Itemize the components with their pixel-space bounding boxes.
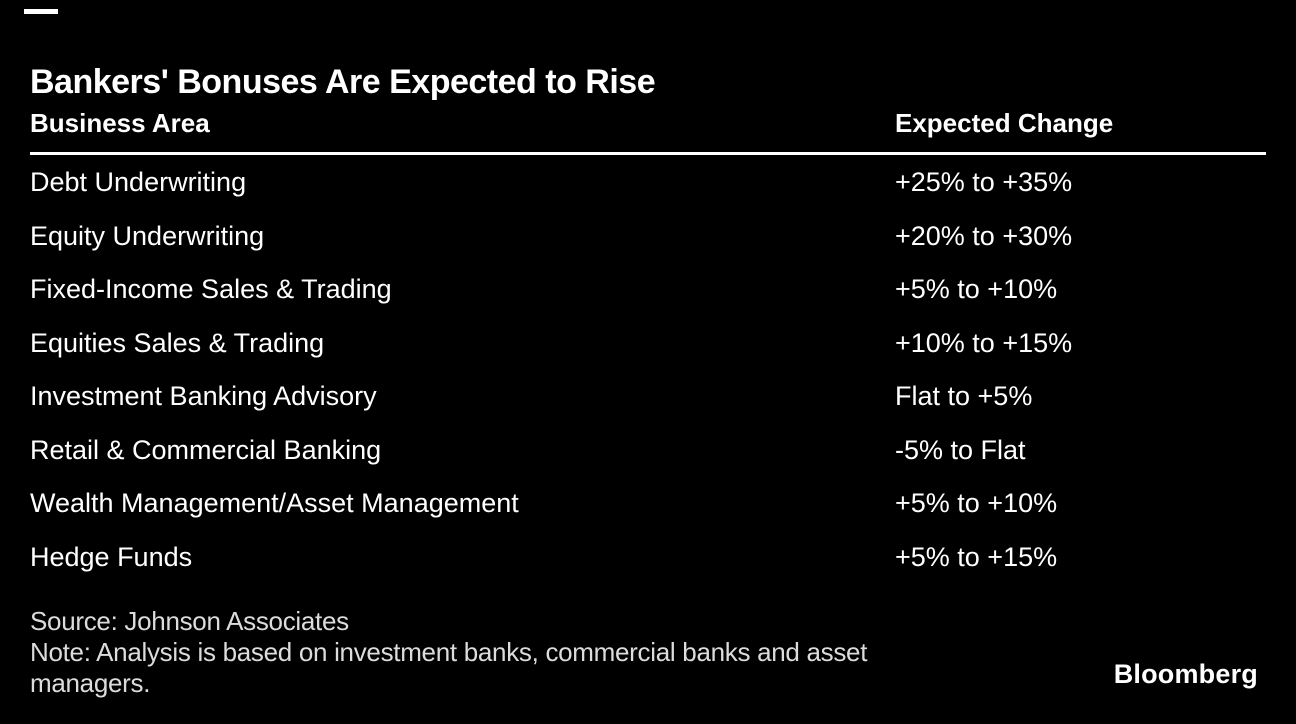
table-body: Debt Underwriting +25% to +35% Equity Un… <box>30 156 1266 584</box>
business-area-cell: Investment Banking Advisory <box>30 381 377 412</box>
expected-change-cell: +5% to +10% <box>895 274 1058 305</box>
table-row: Wealth Management/Asset Management +5% t… <box>30 477 1266 531</box>
business-area-cell: Equity Underwriting <box>30 220 265 251</box>
note-line-2: managers. <box>30 668 151 698</box>
table-row: Equities Sales & Trading +10% to +15% <box>30 317 1266 371</box>
expected-change-cell: +10% to +15% <box>895 327 1073 358</box>
expected-change-cell: +25% to +35% <box>895 167 1073 198</box>
table-row: Hedge Funds +5% to +15% <box>30 531 1266 585</box>
table-header: Business Area Expected Change <box>30 108 1266 142</box>
column-header-expected-change: Expected Change <box>895 108 1114 138</box>
header-divider-rule <box>30 152 1266 155</box>
expected-change-cell: +20% to +30% <box>895 220 1073 251</box>
table-row: Investment Banking Advisory Flat to +5% <box>30 370 1266 424</box>
table-row: Retail & Commercial Banking -5% to Flat <box>30 424 1266 478</box>
column-header-business-area: Business Area <box>30 108 210 138</box>
business-area-cell: Debt Underwriting <box>30 167 247 198</box>
source-line: Source: Johnson Associates <box>30 606 349 636</box>
business-area-cell: Equities Sales & Trading <box>30 327 325 358</box>
business-area-cell: Wealth Management/Asset Management <box>30 488 519 519</box>
footer-notes: Source: Johnson Associates Note: Analysi… <box>30 606 1010 699</box>
business-area-cell: Fixed-Income Sales & Trading <box>30 274 392 305</box>
table-row: Equity Underwriting +20% to +30% <box>30 210 1266 264</box>
expected-change-cell: Flat to +5% <box>895 381 1033 412</box>
top-left-tick-mark <box>24 9 58 14</box>
note-line-1: Note: Analysis is based on investment ba… <box>30 637 868 667</box>
table-row: Debt Underwriting +25% to +35% <box>30 156 1266 210</box>
expected-change-cell: -5% to Flat <box>895 434 1026 465</box>
business-area-cell: Retail & Commercial Banking <box>30 434 382 465</box>
expected-change-cell: +5% to +15% <box>895 541 1058 572</box>
expected-change-cell: +5% to +10% <box>895 488 1058 519</box>
table-row: Fixed-Income Sales & Trading +5% to +10% <box>30 263 1266 317</box>
business-area-cell: Hedge Funds <box>30 541 193 572</box>
bloomberg-logo: Bloomberg <box>1113 659 1258 689</box>
chart-title: Bankers' Bonuses Are Expected to Rise <box>30 62 656 101</box>
